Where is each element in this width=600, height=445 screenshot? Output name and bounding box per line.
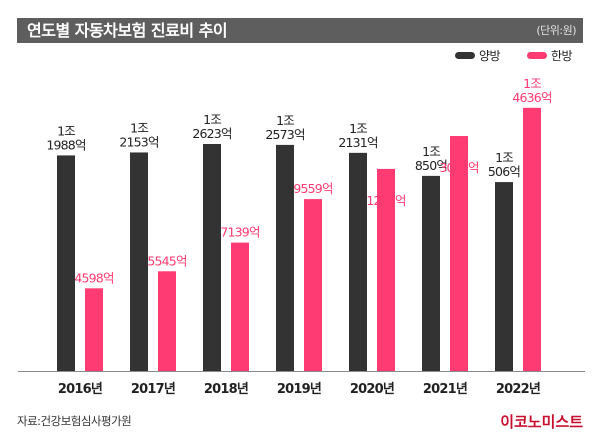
bar-western-2021 [422,175,440,371]
label-western-2016-line0: 1조 [57,123,75,138]
bar-western-2020 [349,152,367,371]
bar-western-2016 [57,155,75,371]
bar-oriental-2020 [377,168,395,371]
bar-oriental-2018 [231,242,249,371]
legend-item-oriental: 한방 [527,47,573,63]
legend-swatch-western [455,51,475,59]
label-western-2019-line1: 2573억 [265,127,304,142]
x-tick-label-2016: 2016년 [58,382,102,397]
label-western-2020-line1: 2131억 [338,135,377,150]
bar-oriental-2016 [85,288,103,371]
label-western-2021-line1: 850억 [415,158,447,173]
label-western-2022-line1: 506억 [488,164,520,179]
x-tick-label-2022: 2022년 [496,382,540,397]
label-western-2018-line1: 2623억 [192,126,231,141]
bar-oriental-2021 [450,136,468,371]
label-oriental-2020-line0: 1조 [377,179,395,194]
label-oriental-2018-line0: 7139억 [220,225,259,240]
label-oriental-2017-line0: 5545억 [147,253,186,268]
legend-label-western: 양방 [479,48,501,63]
brand-logo: 이코노미스트 [500,413,583,431]
title-bar [17,18,583,43]
label-oriental-2019-line0: 9559억 [293,181,332,196]
label-oriental-2020-line1: 1238억 [366,193,405,208]
bar-oriental-2019 [304,199,322,371]
x-tick-label-2019: 2019년 [277,382,321,397]
bar-western-2019 [276,144,294,371]
source-note: 자료:건강보험심사평가원 [17,414,132,428]
label-western-2022-line0: 1조 [495,150,513,165]
bar-oriental-2017 [158,271,176,371]
unit-label: (단위:원) [536,24,576,37]
bar-oriental-2022 [523,107,541,372]
bar-western-2022 [495,182,513,371]
label-oriental-2022-line1: 4636억 [512,90,551,105]
bar-western-2017 [130,152,148,371]
label-oriental-2016-line0: 4598억 [74,270,113,285]
x-tick-label-2021: 2021년 [423,382,467,397]
label-oriental-2022-line0: 1조 [523,76,541,91]
x-tick-label-2020: 2020년 [350,382,394,397]
x-tick-label-2018: 2018년 [204,382,248,397]
label-oriental-2021-line1: 3066억 [439,160,478,175]
label-oriental-2021-line0: 1조 [450,146,468,161]
label-western-2017-line1: 2153억 [119,134,158,149]
x-tick-label-2017: 2017년 [131,382,175,397]
legend-item-western: 양방 [455,47,501,63]
label-western-2017-line0: 1조 [130,120,148,135]
label-western-2019-line0: 1조 [276,113,294,128]
chart-title: 연도별 자동차보험 진료비 추이 [27,21,228,40]
legend-label-oriental: 한방 [551,48,573,63]
label-western-2018-line0: 1조 [203,112,221,127]
label-western-2016-line1: 1988억 [46,137,85,152]
label-western-2021-line0: 1조 [422,144,440,159]
label-western-2020-line0: 1조 [349,121,367,136]
bar-western-2018 [203,144,221,371]
legend-swatch-oriental [527,51,547,59]
